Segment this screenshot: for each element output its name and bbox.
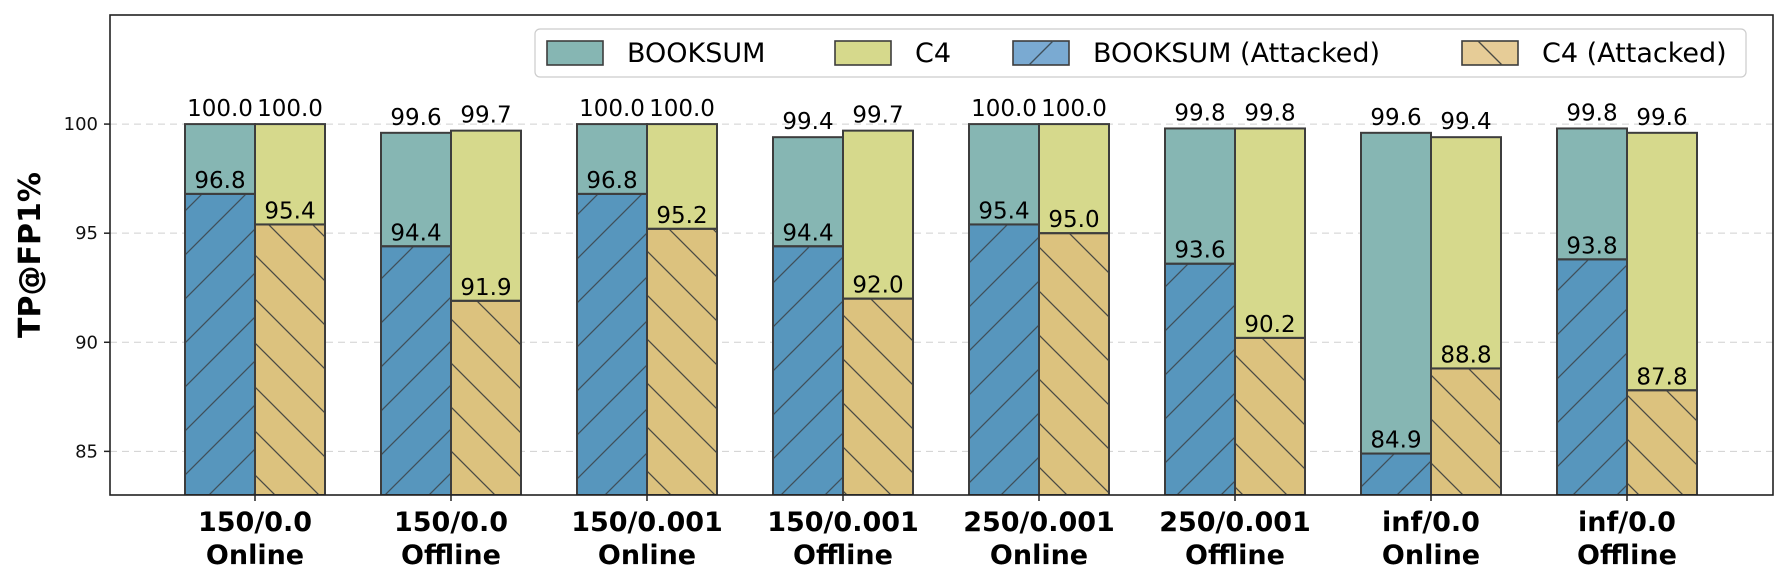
- x-tick-label-mode: Online: [598, 540, 696, 571]
- bar-outline: [1626, 389, 1698, 495]
- data-label-attacked: 93.6: [1174, 238, 1225, 264]
- data-label: 99.7: [460, 103, 511, 129]
- bar-hatch: [577, 193, 647, 495]
- data-label: 99.4: [1440, 109, 1491, 135]
- x-tick-label: 150/0.0: [394, 507, 508, 538]
- data-label: 100.0: [579, 96, 645, 122]
- y-tick-label: 90: [75, 332, 98, 353]
- data-label: 100.0: [257, 96, 323, 122]
- data-label-attacked: 90.2: [1244, 312, 1295, 338]
- legend-label: C4: [915, 38, 951, 69]
- gridlines: [110, 123, 1773, 452]
- legend-label: BOOKSUM: [627, 38, 765, 69]
- legend-hatch: [1028, 40, 1054, 66]
- x-tick-label: 150/0.0: [198, 507, 312, 538]
- legend-swatch: [834, 40, 892, 66]
- bar-hatch: [255, 224, 325, 495]
- legend-entry-booksum: BOOKSUM: [546, 38, 765, 69]
- data-label-attacked: 87.8: [1636, 364, 1687, 390]
- legend-hatch: [1477, 40, 1503, 66]
- data-label-attacked: 96.8: [194, 168, 245, 194]
- data-label: 99.6: [390, 105, 441, 131]
- legend: BOOKSUM C4 BOOKSUM (Attacked) C4 (Attacked): [534, 28, 1747, 78]
- data-label-attacked: 95.0: [1048, 207, 1099, 233]
- data-label: 99.6: [1370, 105, 1421, 131]
- x-tick-label: 250/0.001: [1159, 507, 1311, 538]
- data-label-attacked: 88.8: [1440, 342, 1491, 368]
- data-label: 99.8: [1174, 100, 1225, 126]
- x-tick-label: 150/0.001: [571, 507, 723, 538]
- data-label-attacked: 91.9: [460, 275, 511, 301]
- bar-outline: [646, 227, 718, 495]
- bar-hatch: [1627, 390, 1697, 495]
- x-tick-label-mode: Online: [206, 540, 304, 571]
- bar-outline: [1234, 336, 1306, 495]
- bar-hatch: [1039, 233, 1109, 495]
- plot-frame: [109, 14, 1774, 496]
- y-tick-label: 95: [75, 223, 98, 244]
- data-label-attacked: 95.4: [978, 198, 1029, 224]
- x-tick-label-mode: Offline: [1185, 540, 1285, 571]
- data-label: 99.4: [782, 109, 833, 135]
- data-label: 100.0: [1041, 96, 1107, 122]
- data-label: 100.0: [187, 96, 253, 122]
- x-tick-label-mode: Offline: [401, 540, 501, 571]
- x-tick-label-mode: Offline: [1577, 540, 1677, 571]
- bar-hatch: [1361, 453, 1431, 495]
- data-label-attacked: 96.8: [586, 168, 637, 194]
- legend-entry-c4: C4: [834, 38, 951, 69]
- y-tick-label: 100: [64, 114, 98, 135]
- bar-hatch: [185, 193, 255, 495]
- legend-swatch: [546, 40, 604, 66]
- bar-hatch: [1165, 263, 1235, 495]
- bars: [184, 123, 1698, 495]
- data-label: 99.6: [1636, 105, 1687, 131]
- bar-outline: [1430, 367, 1502, 495]
- y-axis: 85 90 95 100: [64, 114, 110, 462]
- data-labels: 100.0 96.8 100.0 95.4 99.6 94.4 99.7 91.9 100.0 9…: [187, 96, 1688, 453]
- bar-hatch: [647, 228, 717, 495]
- x-tick-label-mode: Online: [990, 540, 1088, 571]
- data-label-attacked: 94.4: [390, 220, 441, 246]
- x-tick-label: inf/0.0: [1382, 507, 1480, 538]
- x-tick-label: inf/0.0: [1578, 507, 1676, 538]
- x-tick-label: 250/0.001: [963, 507, 1115, 538]
- x-axis: 150/0.0Online150/0.0Offline150/0.001Onli…: [198, 495, 1677, 571]
- data-label: 99.8: [1566, 100, 1617, 126]
- x-tick-label: 150/0.001: [767, 507, 919, 538]
- data-label-attacked: 92.0: [852, 273, 903, 299]
- bar-outline: [450, 299, 522, 495]
- x-tick-label-mode: Offline: [793, 540, 893, 571]
- data-label: 100.0: [971, 96, 1037, 122]
- x-tick-label-mode: Online: [1382, 540, 1480, 571]
- data-label-attacked: 94.4: [782, 220, 833, 246]
- data-label: 100.0: [649, 96, 715, 122]
- data-label: 99.8: [1244, 100, 1295, 126]
- bar-hatch: [1557, 259, 1627, 495]
- data-label-attacked: 95.4: [264, 198, 315, 224]
- bar-hatch: [773, 246, 843, 495]
- y-axis-label: TP@FP1%: [13, 172, 48, 338]
- legend-label: BOOKSUM (Attacked): [1093, 38, 1380, 69]
- bar-hatch: [969, 224, 1039, 495]
- bar-booksum-6: [1360, 131, 1432, 495]
- legend-entry-booksum-attacked-: BOOKSUM (Attacked): [1012, 38, 1380, 69]
- y-tick-label: 85: [75, 441, 98, 462]
- bar-hatch: [1235, 337, 1305, 495]
- data-label-attacked: 93.8: [1566, 233, 1617, 259]
- bar-outline: [1038, 232, 1110, 495]
- bar-hatch: [1431, 368, 1501, 495]
- data-label: 99.7: [852, 103, 903, 129]
- legend-entry-c4-attacked-: C4 (Attacked): [1461, 38, 1727, 69]
- bar-hatch: [381, 246, 451, 495]
- bar-hatch: [843, 298, 913, 495]
- data-label-attacked: 95.2: [656, 203, 707, 229]
- legend-label: C4 (Attacked): [1542, 38, 1727, 69]
- data-label-attacked: 84.9: [1370, 428, 1421, 454]
- bar-hatch: [451, 300, 521, 495]
